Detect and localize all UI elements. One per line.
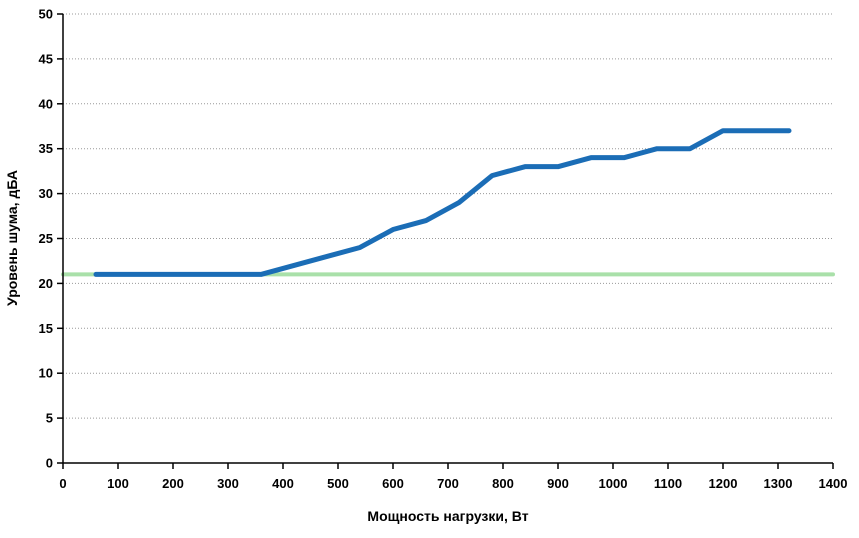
x-tick-label: 800 [492, 476, 514, 491]
y-tick-label: 5 [46, 411, 53, 426]
x-tick-label: 1000 [599, 476, 628, 491]
y-tick-label: 30 [39, 186, 53, 201]
y-tick-label: 45 [39, 51, 53, 66]
x-tick-label: 1100 [654, 476, 682, 491]
y-tick-label: 20 [39, 276, 53, 291]
x-tick-label: 600 [382, 476, 404, 491]
y-tick-label: 35 [39, 141, 53, 156]
x-tick-label: 700 [437, 476, 459, 491]
x-tick-label: 500 [327, 476, 349, 491]
x-tick-label: 1400 [819, 476, 848, 491]
x-axis-title: Мощность нагрузки, Вт [367, 508, 528, 524]
y-tick-label: 0 [46, 456, 53, 471]
x-tick-label: 300 [217, 476, 239, 491]
y-axis-title: Уровень шума, дБА [4, 170, 20, 306]
x-tick-label: 1200 [709, 476, 738, 491]
x-tick-label: 200 [162, 476, 184, 491]
y-tick-label: 25 [39, 231, 53, 246]
x-tick-label: 0 [59, 476, 66, 491]
x-tick-label: 400 [272, 476, 294, 491]
y-tick-label: 15 [39, 321, 53, 336]
y-tick-label: 40 [39, 96, 53, 111]
x-tick-label: 900 [547, 476, 569, 491]
noise-curve [93, 128, 792, 277]
x-tick-label: 100 [107, 476, 129, 491]
y-tick-label: 50 [39, 7, 53, 22]
x-tick-label: 1300 [764, 476, 793, 491]
y-tick-label: 10 [39, 366, 53, 381]
